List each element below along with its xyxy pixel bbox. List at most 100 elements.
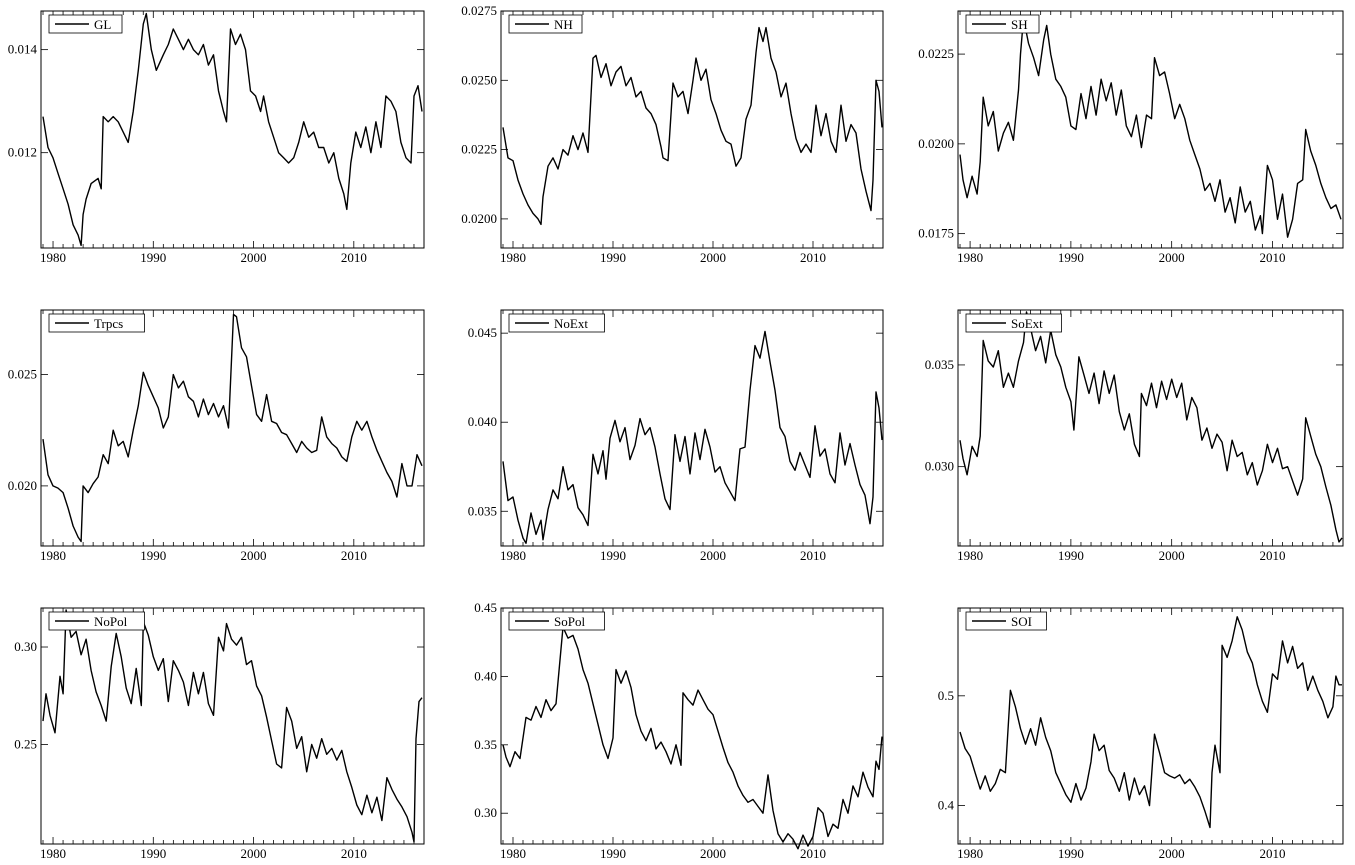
x-tick-label: 2010 [341,548,367,563]
y-tick-label: 0.035 [925,357,954,372]
legend-label: GL [94,17,111,32]
legend-label: NoPol [94,614,128,629]
x-tick-label: 1990 [600,846,626,861]
y-tick-label: 0.030 [925,459,954,474]
x-tick-label: 2000 [1159,548,1185,563]
legend-box [965,611,1047,631]
x-tick-label: 1980 [40,250,66,265]
y-tick-label: 0.0225 [918,46,954,61]
series-line-sopol [502,626,883,850]
series-line-trpcs [42,313,423,543]
y-tick-label: 0.0250 [461,72,497,87]
y-tick-label: 0.0225 [461,142,497,157]
x-tick-label: 1990 [140,548,166,563]
x-tick-label: 2000 [700,548,726,563]
chart-panel-1: 1980 1990 2000 2010 0.0200 0.0225 0.0250 0.0275… [461,3,884,265]
legend-label: SoExt [1011,316,1043,331]
x-tick-label: 2000 [241,250,267,265]
plot-frame [957,10,1344,249]
y-tick-label: 0.0275 [461,3,497,18]
x-tick-label: 2010 [341,846,367,861]
x-tick-label: 2010 [1259,250,1285,265]
x-tick-label: 2010 [1259,846,1285,861]
chart-panel-4: 1980 1990 2000 2010 0.035 0.040 0.045 NoExt [468,309,884,563]
x-tick-label: 1980 [957,846,983,861]
series-line-soi [959,616,1342,829]
chart-panel-5: 1980 1990 2000 2010 0.030 0.035 SoExt [925,309,1344,563]
x-tick-label: 1990 [1058,250,1084,265]
y-tick-label: 0.30 [474,805,497,820]
plot-frame [500,309,884,547]
legend-label: SOI [1011,614,1032,629]
y-tick-label: 0.30 [14,639,37,654]
x-tick-label: 1980 [957,250,983,265]
y-tick-label: 0.0200 [918,136,954,151]
legend-label: NoExt [554,316,588,331]
x-tick-label: 1990 [600,548,626,563]
y-tick-label: 0.025 [8,367,37,382]
y-tick-label: 0.040 [468,414,497,429]
y-tick-label: 0.0200 [461,211,497,226]
series-line-soext [959,311,1343,543]
x-tick-label: 2010 [341,250,367,265]
legend-box [48,611,145,631]
y-tick-label: 0.25 [14,737,37,752]
legend-box [965,313,1062,333]
chart-panel-3: 1980 1990 2000 2010 0.020 0.025 Trpcs [8,309,425,563]
plot-frame [40,309,425,547]
y-tick-label: 0.40 [474,668,497,683]
x-tick-label: 1990 [1058,548,1084,563]
x-tick-label: 2000 [700,846,726,861]
plot-frame [500,10,884,249]
x-tick-label: 1980 [40,548,66,563]
chart-panel-2: 1980 1990 2000 2010 0.0175 0.0200 0.0225 SH [918,10,1344,265]
chart-panel-0: 1980 1990 2000 2010 0.012 0.014 GL [8,10,425,265]
x-tick-label: 1990 [140,250,166,265]
x-tick-label: 2010 [800,846,826,861]
legend-box [508,313,605,333]
x-tick-label: 1980 [500,548,526,563]
x-tick-label: 1990 [600,250,626,265]
x-tick-label: 2010 [800,548,826,563]
y-tick-label: 0.014 [8,42,38,57]
x-tick-label: 1980 [500,846,526,861]
legend-label: SH [1011,17,1028,32]
series-line-nopol [42,609,423,843]
x-tick-label: 1980 [957,548,983,563]
x-tick-label: 2010 [800,250,826,265]
x-tick-label: 2000 [700,250,726,265]
series-line-noext [502,330,883,544]
series-line-nh [502,26,883,226]
plot-frame [40,10,425,249]
plot-frame [957,309,1344,547]
y-tick-label: 0.020 [8,478,37,493]
y-tick-label: 0.0175 [918,226,954,241]
legend-label: Trpcs [94,316,123,331]
chart-panel-6: 1980 1990 2000 2010 0.25 0.30 NoPol [14,607,425,861]
y-tick-label: 0.45 [474,600,497,615]
y-tick-label: 0.035 [468,503,497,518]
plot-frame [957,607,1344,845]
x-tick-label: 1990 [140,846,166,861]
legend-box [48,313,145,333]
plot-frame [40,607,425,845]
y-tick-label: 0.4 [938,798,955,813]
legend-box [508,611,605,631]
chart-panel-7: 1980 1990 2000 2010 0.30 0.35 0.40 0.45 SoPol [474,600,884,861]
x-tick-label: 1980 [40,846,66,861]
x-tick-label: 2000 [241,548,267,563]
series-line-sh [959,17,1342,238]
x-tick-label: 1980 [500,250,526,265]
x-tick-label: 2000 [1159,250,1185,265]
x-tick-label: 2010 [1259,548,1285,563]
legend-label: NH [554,17,573,32]
y-tick-label: 0.5 [938,688,954,703]
x-tick-label: 1990 [1058,846,1084,861]
y-tick-label: 0.35 [474,737,497,752]
chart-panel-8: 1980 1990 2000 2010 0.4 0.5 SOI [938,607,1344,861]
x-tick-label: 2000 [1159,846,1185,861]
y-tick-label: 0.045 [468,325,497,340]
legend-label: SoPol [554,614,585,629]
plot-frame [500,607,884,845]
